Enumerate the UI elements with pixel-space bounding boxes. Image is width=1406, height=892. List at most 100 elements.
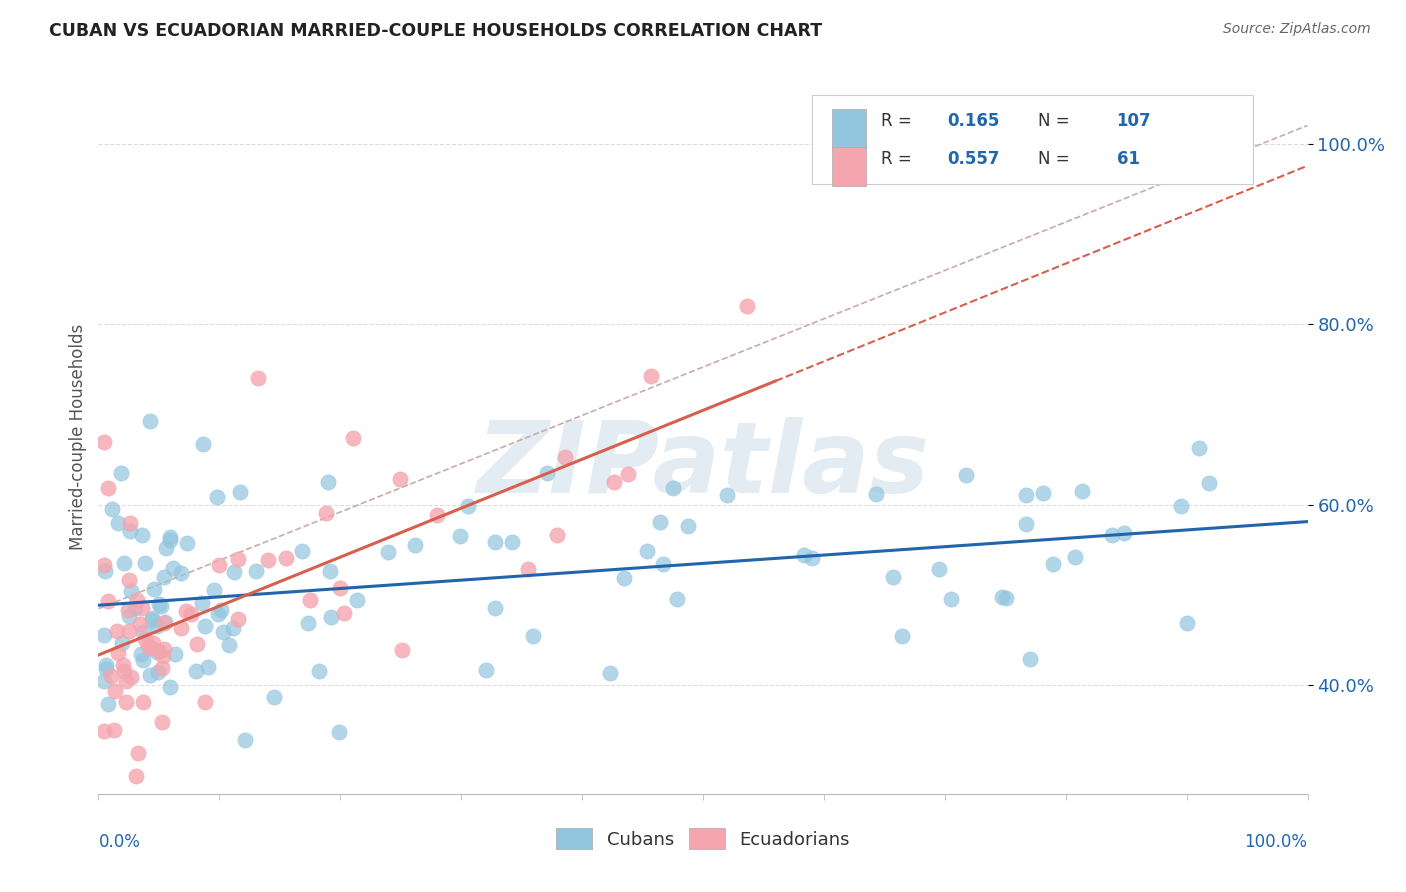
Point xyxy=(142,636,165,650)
Point xyxy=(274,550,297,565)
Point xyxy=(800,550,823,565)
Point xyxy=(211,624,233,639)
Point xyxy=(793,548,815,562)
Point xyxy=(297,615,319,630)
Point xyxy=(636,544,658,558)
Point xyxy=(865,487,887,501)
Point xyxy=(333,606,356,620)
Point xyxy=(1042,557,1064,571)
Point xyxy=(107,647,129,661)
Point xyxy=(391,642,413,657)
Point xyxy=(191,437,214,451)
Point xyxy=(651,557,673,571)
Legend: Cubans, Ecuadorians: Cubans, Ecuadorians xyxy=(550,821,856,856)
Point xyxy=(152,648,174,663)
Point xyxy=(517,562,540,576)
Point xyxy=(484,535,506,549)
Point xyxy=(245,564,267,578)
Point xyxy=(169,566,191,580)
Point xyxy=(226,612,249,626)
Point xyxy=(118,573,141,587)
Text: R =: R = xyxy=(880,150,917,169)
Point xyxy=(118,516,141,530)
Point xyxy=(205,490,228,504)
Point xyxy=(93,628,115,642)
Point xyxy=(457,499,479,513)
Point xyxy=(155,541,177,556)
Point xyxy=(176,536,198,550)
Point xyxy=(118,524,141,538)
Point xyxy=(101,501,124,516)
Point xyxy=(107,516,129,530)
Text: 0.0%: 0.0% xyxy=(98,833,141,851)
Point xyxy=(120,670,142,684)
Point xyxy=(1015,488,1038,502)
Point xyxy=(141,641,163,656)
Text: N =: N = xyxy=(1038,112,1074,130)
Point xyxy=(735,299,758,313)
Point xyxy=(132,653,155,667)
Point xyxy=(134,556,156,570)
Point xyxy=(233,733,256,747)
Point xyxy=(159,530,181,544)
Point xyxy=(146,665,169,679)
Point xyxy=(308,664,330,678)
Point xyxy=(389,472,412,486)
Point xyxy=(522,629,544,643)
Text: Source: ZipAtlas.com: Source: ZipAtlas.com xyxy=(1223,22,1371,37)
Point xyxy=(97,482,120,496)
Point xyxy=(346,593,368,607)
Point xyxy=(426,508,449,522)
Point xyxy=(105,624,128,639)
Text: 107: 107 xyxy=(1116,112,1152,130)
Point xyxy=(111,636,134,650)
Point xyxy=(152,641,174,656)
Point xyxy=(247,371,270,385)
Point xyxy=(475,663,498,677)
Point xyxy=(290,543,312,558)
Point xyxy=(152,570,174,584)
Point xyxy=(501,534,523,549)
Point xyxy=(1101,527,1123,541)
Point xyxy=(117,603,139,617)
Point xyxy=(180,607,202,622)
Point xyxy=(150,714,173,729)
Point xyxy=(111,658,134,673)
Point xyxy=(546,528,568,542)
Point xyxy=(127,746,149,760)
Point xyxy=(150,661,173,675)
Point xyxy=(676,519,699,533)
Point xyxy=(148,597,170,611)
Point xyxy=(170,621,193,635)
Point xyxy=(1032,485,1054,500)
Point xyxy=(114,695,136,709)
Point xyxy=(449,529,471,543)
Point xyxy=(112,664,135,678)
Point xyxy=(97,594,120,608)
Point xyxy=(342,431,364,445)
Point xyxy=(103,723,125,737)
Point xyxy=(110,467,132,481)
Point xyxy=(153,615,176,630)
Y-axis label: Married-couple Households: Married-couple Households xyxy=(69,324,87,550)
Point xyxy=(941,592,963,607)
Point xyxy=(191,596,214,610)
Point xyxy=(93,674,115,689)
Point xyxy=(145,645,167,659)
Point xyxy=(599,666,621,681)
Point xyxy=(139,667,162,681)
Point xyxy=(554,450,576,464)
Text: 61: 61 xyxy=(1116,150,1139,169)
Point xyxy=(143,582,166,596)
Point xyxy=(94,657,117,672)
Point xyxy=(315,507,337,521)
Point xyxy=(1114,525,1136,540)
Text: 0.557: 0.557 xyxy=(948,150,1000,169)
Point xyxy=(955,467,977,482)
Point xyxy=(616,467,638,481)
Point xyxy=(94,564,117,578)
Point xyxy=(194,619,217,633)
Point xyxy=(207,607,229,621)
Point xyxy=(665,591,688,606)
Point xyxy=(94,662,117,676)
